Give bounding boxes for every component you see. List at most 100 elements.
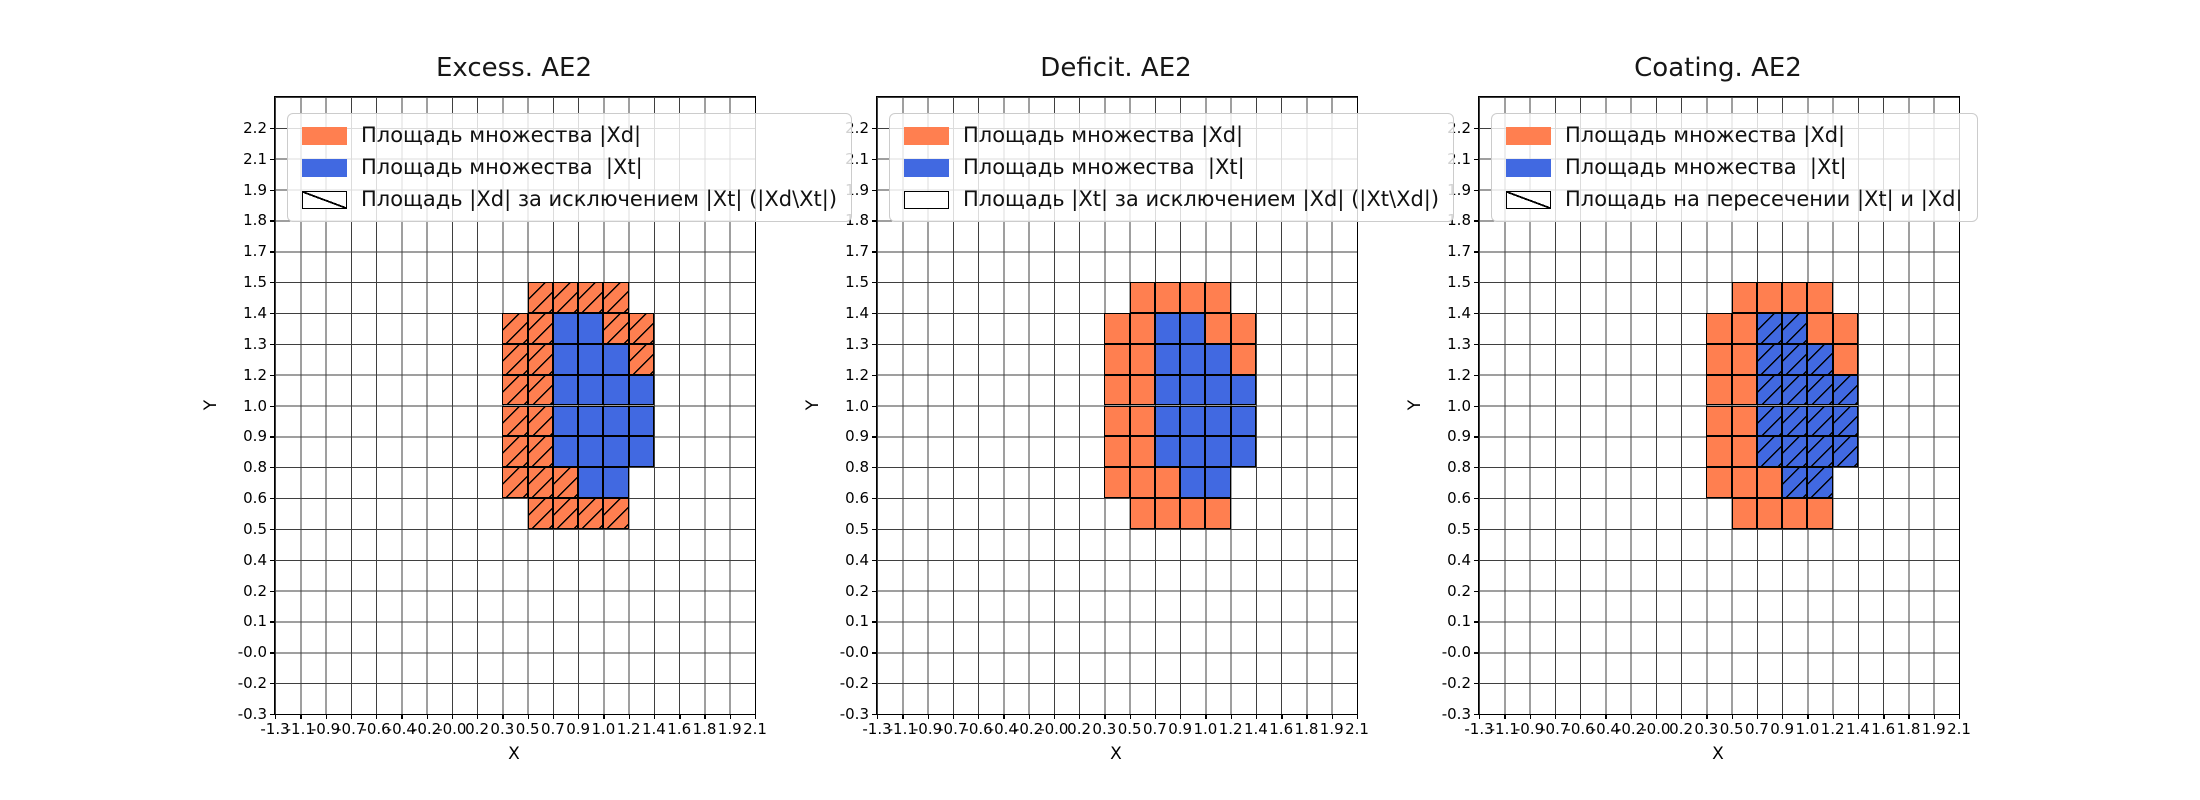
legend-swatch-plain (904, 190, 949, 209)
y-tick-label: -0.3 (237, 705, 267, 723)
x-tick-mark (952, 714, 955, 719)
x-tick-label: -0.0 (1039, 720, 1069, 738)
y-tick-mark (270, 683, 275, 685)
y-tick-mark (872, 220, 877, 222)
y-tick-mark (270, 436, 275, 438)
y-tick-mark (270, 714, 275, 716)
y-tick-label: 1.0 (1447, 396, 1471, 415)
xt-cell (1832, 405, 1858, 437)
y-tick-mark (1474, 189, 1479, 191)
legend-label: Площадь множества |Xt| (361, 155, 643, 179)
y-tick-mark (270, 559, 275, 562)
xd-cell (1129, 405, 1155, 437)
xd-cell (1129, 498, 1155, 529)
x-tick-mark (1154, 714, 1157, 719)
y-tick-label: 0.2 (1447, 581, 1471, 600)
y-tick-mark (270, 498, 275, 500)
y-tick-label: 0.8 (243, 458, 267, 477)
xd-cell (1180, 282, 1206, 313)
y-tick-label: 1.8 (243, 211, 267, 230)
xt-cell (1782, 343, 1808, 375)
xt-cell (1205, 436, 1231, 468)
legend-row: Площадь множества |Xd| (904, 124, 1439, 147)
x-tick-label: -1.3 (862, 720, 892, 738)
y-tick-label: -0.2 (237, 674, 267, 693)
x-tick-label: 1.6 (1269, 720, 1294, 738)
legend: Площадь множества |Xd| Площадь множества … (1491, 113, 1978, 222)
x-tick-label: 0.2 (465, 720, 490, 738)
xd-cell (1706, 436, 1732, 468)
xd-cell (1205, 312, 1231, 344)
xd-cell (1756, 467, 1783, 499)
xd-cell (578, 498, 604, 529)
xd-cell (1731, 436, 1757, 468)
y-tick-label: 1.5 (845, 273, 869, 292)
y-tick-mark (872, 683, 877, 685)
x-tick-label: 1.0 (1193, 720, 1218, 738)
y-tick-mark (1474, 127, 1479, 130)
x-tick-mark (1605, 714, 1607, 719)
x-tick-label: -1.3 (260, 720, 290, 738)
y-tick-mark (1474, 343, 1479, 346)
x-tick-mark (1281, 714, 1283, 719)
legend-swatch-xt (302, 158, 347, 177)
xt-cell (1756, 312, 1783, 344)
y-axis-label: Y (803, 399, 823, 411)
x-tick-label: 0.9 (566, 720, 591, 738)
y-tick-label: 1.2 (1447, 365, 1471, 384)
x-tick-mark (653, 714, 656, 719)
y-tick-label: 1.9 (243, 180, 267, 199)
xd-cell (1807, 312, 1833, 344)
x-tick-mark (502, 714, 504, 719)
xd-cell (628, 312, 654, 344)
x-tick-label: 0.9 (1168, 720, 1193, 738)
legend-swatch-xd (1506, 126, 1551, 145)
y-tick-mark (270, 158, 275, 160)
y-tick-label: 0.1 (845, 612, 869, 631)
y-tick-mark (872, 590, 877, 592)
x-tick-mark (1079, 714, 1081, 719)
y-tick-mark (1474, 683, 1479, 685)
xd-cell (1154, 498, 1181, 529)
x-tick-label: 1.8 (1294, 720, 1319, 738)
x-tick-label: 1.9 (1921, 720, 1946, 738)
x-tick-label: 1.9 (717, 720, 742, 738)
xd-cell (1230, 343, 1256, 375)
xt-cell (1807, 343, 1833, 375)
x-tick-mark (275, 714, 277, 719)
xt-cell (578, 374, 604, 406)
y-tick-label: 0.5 (243, 519, 267, 538)
y-tick-label: 0.5 (1447, 519, 1471, 538)
x-tick-mark (1180, 714, 1182, 719)
y-tick-mark (1474, 467, 1479, 469)
xd-cell (502, 374, 528, 406)
y-tick-label: 0.9 (1447, 427, 1471, 446)
y-tick-mark (270, 374, 275, 376)
y-tick-label: 1.7 (845, 242, 869, 261)
xt-cell (1756, 405, 1783, 437)
x-tick-mark (603, 714, 605, 719)
xt-cell (1807, 374, 1833, 406)
xd-cell (1230, 312, 1256, 344)
x-tick-label: 0.3 (1694, 720, 1719, 738)
y-tick-label: 1.3 (845, 334, 869, 353)
xt-cell (1807, 436, 1833, 468)
x-tick-mark (1554, 714, 1557, 719)
x-tick-mark (1807, 714, 1809, 719)
subplot-title: Coating. AE2 (1634, 53, 1802, 83)
xt-cell (578, 343, 604, 375)
xt-cell (1205, 467, 1231, 499)
legend-row: Площадь |Xd| за исключением |Xt| (|Xd\Xt… (302, 188, 837, 211)
xd-cell (1731, 343, 1757, 375)
xd-cell (1706, 467, 1732, 499)
xt-cell (578, 312, 604, 344)
legend-row: Площадь множества |Xt| (302, 156, 837, 179)
x-tick-mark (877, 714, 879, 719)
legend-swatch-xt (904, 158, 949, 177)
xt-cell (1782, 467, 1808, 499)
y-tick-mark (872, 559, 877, 562)
y-tick-mark (872, 127, 877, 130)
x-tick-mark (729, 714, 732, 719)
xt-cell (1180, 405, 1206, 437)
y-tick-mark (872, 343, 877, 346)
